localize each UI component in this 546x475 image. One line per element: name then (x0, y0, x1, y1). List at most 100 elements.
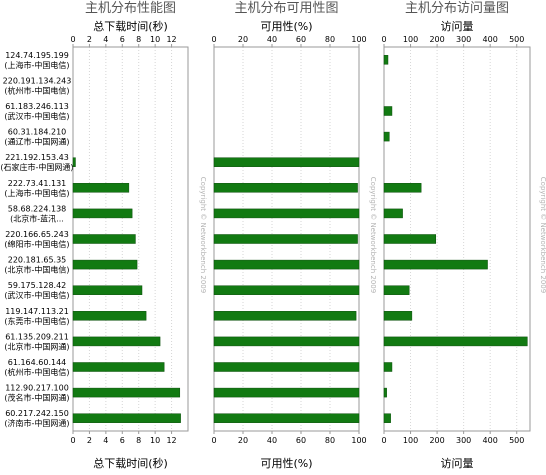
data-bar (383, 362, 393, 372)
data-bar (383, 387, 387, 398)
data-bar (383, 234, 437, 244)
x-axis-title-bottom: 总下载时间(秒) (93, 456, 168, 470)
data-bar (213, 234, 358, 244)
tick-label-bottom: 60 (296, 436, 306, 445)
host-ip-label: 61.183.246.113 (5, 102, 69, 111)
copyright-watermark: Copyright © Networkbench 2009 (539, 177, 546, 293)
host-ip-label: 60.31.184.210 (8, 128, 67, 137)
chart-title: 主机分布可用性图 (234, 1, 338, 16)
data-bar (383, 183, 422, 193)
copyright-watermark: Copyright © Networkbench 2009 (199, 177, 207, 293)
host-ip-label: 220.166.65.243 (5, 230, 69, 239)
host-location-label: (杭州市-中国电信) (4, 85, 69, 95)
tick-label-top: 20 (238, 35, 248, 44)
x-axis-title-top: 总下载时间(秒) (93, 19, 168, 33)
tick-label-bottom: 6 (120, 436, 125, 445)
data-bar (213, 183, 358, 193)
data-bar (213, 362, 360, 372)
host-ip-label: 221.192.153.43 (5, 153, 69, 162)
tick-label-bottom: 12 (166, 436, 176, 445)
data-bar (213, 311, 357, 321)
host-location-label: (绵阳市-中国电信) (4, 239, 69, 249)
data-bar (72, 183, 130, 193)
data-bar (72, 285, 143, 295)
tick-label-bottom: 0 (211, 436, 216, 445)
data-bar (213, 157, 360, 167)
tick-label-top: 80 (325, 35, 335, 44)
host-ip-label: 60.217.242.150 (5, 409, 69, 418)
chart-title: 主机分布性能图 (85, 1, 176, 16)
data-bar (383, 131, 390, 142)
copyright-watermark: Copyright © Networkbench 2009 (369, 177, 377, 293)
tick-label-top: 0 (70, 35, 75, 44)
tick-label-bottom: 4 (103, 436, 108, 445)
data-bar (383, 311, 413, 321)
tick-label-bottom: 100 (403, 436, 418, 445)
tick-label-bottom: 10 (150, 436, 160, 445)
host-location-label: (北京市-中国电信) (4, 265, 69, 275)
tick-label-top: 300 (456, 35, 471, 44)
x-axis-title-bottom: 访问量 (441, 457, 474, 470)
data-bar (72, 387, 181, 398)
tick-label-top: 4 (103, 35, 108, 44)
host-location-label: (石家庄市-中国网通) (0, 162, 73, 172)
tick-label-top: 0 (211, 35, 216, 44)
data-bar (213, 387, 360, 398)
host-ip-label: 119.147.113.21 (5, 307, 69, 316)
host-location-label: (杭州市-中国电信) (4, 367, 69, 377)
host-ip-label: 58.68.224.138 (8, 204, 67, 213)
host-ip-label: 222.73.41.131 (8, 179, 67, 188)
tick-label-bottom: 40 (267, 436, 277, 445)
data-bar (72, 336, 161, 347)
tick-label-top: 400 (483, 35, 498, 44)
data-bar (213, 413, 360, 423)
tick-label-bottom: 400 (483, 436, 498, 445)
data-bar (383, 336, 528, 347)
host-location-label: (济南市-中国网通) (4, 418, 69, 428)
tick-label-bottom: 100 (351, 436, 366, 445)
chart-panel-3: 主机分布访问量图访问量访问量00100100200200300300400400… (381, 1, 546, 470)
data-bar (72, 413, 181, 423)
data-bar (72, 259, 138, 270)
host-location-label: (上海市-中国电信) (4, 60, 69, 70)
data-bar (383, 106, 393, 116)
tick-label-top: 40 (267, 35, 277, 44)
tick-label-top: 10 (150, 35, 160, 44)
host-ip-label: 112.90.217.100 (5, 384, 69, 393)
tick-label-top: 60 (296, 35, 306, 44)
tick-label-top: 0 (381, 35, 386, 44)
tick-label-bottom: 0 (381, 436, 386, 445)
data-bar (383, 413, 391, 423)
tick-label-top: 12 (166, 35, 176, 44)
chart-title: 主机分布访问量图 (405, 1, 509, 16)
host-location-label: (武汉市-中国电信) (4, 111, 69, 121)
data-bar (383, 55, 389, 65)
host-ip-label: 61.164.60.144 (8, 358, 67, 367)
data-bar (213, 208, 360, 219)
host-ip-label: 61.135.209.211 (5, 332, 69, 341)
tick-label-bottom: 500 (509, 436, 524, 445)
tick-label-bottom: 0 (70, 436, 75, 445)
tick-label-top: 6 (120, 35, 125, 44)
host-location-label: (通辽市-中国网通) (4, 137, 69, 147)
data-bar (383, 259, 488, 270)
host-ip-label: 220.181.65.35 (8, 256, 67, 265)
host-location-label: (武汉市-中国电信) (4, 290, 69, 300)
tick-label-bottom: 200 (429, 436, 444, 445)
x-axis-title-bottom: 可用性(%) (260, 456, 312, 470)
host-location-label: (东莞市-中国电信) (4, 316, 69, 326)
host-location-label: (北京市-中国网通) (4, 341, 69, 351)
x-axis-title-top: 访问量 (441, 20, 474, 33)
data-bar (213, 336, 360, 347)
data-bar (213, 285, 360, 295)
tick-label-top: 500 (509, 35, 524, 44)
data-bar (72, 311, 147, 321)
tick-label-bottom: 8 (136, 436, 141, 445)
host-ip-label: 124.74.195.199 (5, 51, 69, 60)
data-bar (383, 208, 403, 219)
x-axis-title-top: 可用性(%) (260, 19, 312, 33)
